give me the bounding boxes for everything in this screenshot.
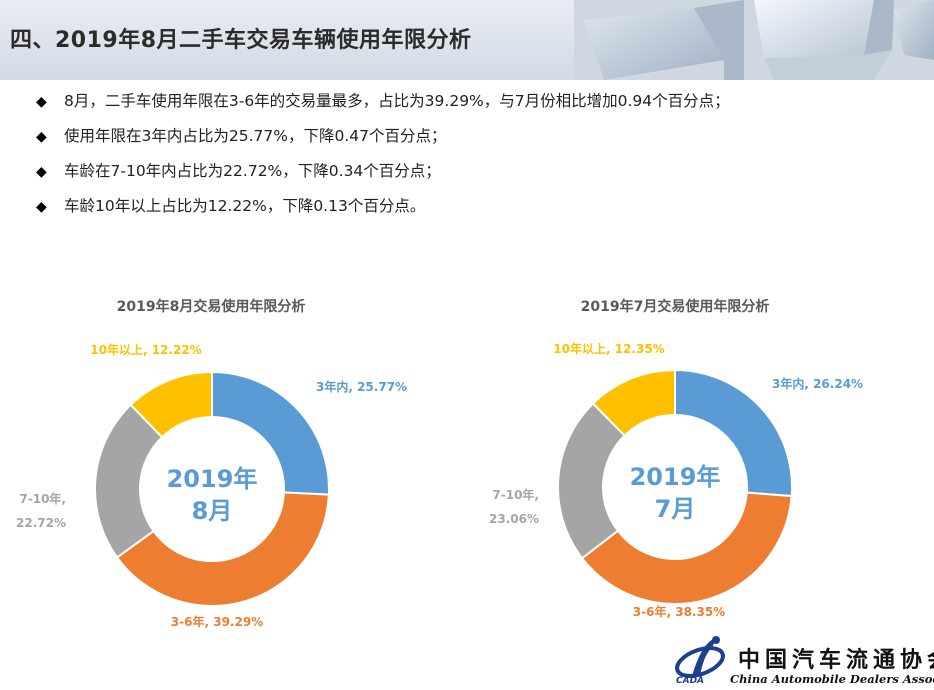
page-title: 四、2019年8月二手车交易车辆使用年限分析	[10, 28, 472, 53]
cada-logo: CADA 中国汽车流通协会 China Automobile Dealers A…	[672, 628, 934, 690]
slice-over-10-years	[591, 368, 676, 438]
chart-title-august: 2019年8月交易使用年限分析	[116, 299, 306, 315]
label-within-3-years: 3年内, 26.24%	[772, 376, 863, 391]
diamond-bullet-icon: ◆	[36, 129, 47, 145]
label-3-6-years: 3-6年, 38.35%	[633, 604, 725, 619]
slice-3-6-years	[115, 491, 330, 607]
label-7-10-years: 7-10年,	[492, 487, 539, 502]
label-7-10-years-value: 22.72%	[16, 516, 66, 530]
label-within-3-years: 3年内, 25.77%	[316, 379, 407, 394]
bullet-text: 车龄10年以上占比为12.22%，下降0.13个百分点。	[64, 197, 426, 215]
diamond-bullet-icon: ◆	[36, 199, 47, 215]
label-7-10-years: 7-10年,	[19, 491, 66, 506]
slice-within-3-years	[211, 370, 330, 496]
label-over-10-years: 10年以上, 12.35%	[553, 341, 664, 356]
diamond-bullet-icon: ◆	[36, 164, 47, 180]
header-banner: 四、2019年8月二手车交易车辆使用年限分析	[0, 0, 934, 80]
chart-title-july: 2019年7月交易使用年限分析	[580, 299, 770, 315]
center-year-label: 2019年	[167, 465, 258, 493]
bullet-item: ◆ 车龄10年以上占比为12.22%，下降0.13个百分点。	[36, 191, 730, 226]
logo-english-name: China Automobile Dealers Association	[730, 672, 934, 686]
diamond-bullet-icon: ◆	[36, 94, 47, 110]
bullet-item: ◆ 8月，二手车使用年限在3-6年的交易量最多，占比为39.29%，与7月份相比增…	[36, 86, 730, 121]
bullet-text: 使用年限在3年内占比为25.77%，下降0.47个百分点；	[64, 127, 447, 145]
bullet-text: 车龄在7-10年内占比为22.72%，下降0.34个百分点；	[64, 162, 441, 180]
logo-abbreviation: CADA	[676, 676, 705, 686]
center-month-label: 7月	[655, 495, 696, 523]
bullet-item: ◆ 使用年限在3年内占比为25.77%，下降0.47个百分点；	[36, 121, 730, 156]
bullet-list: ◆ 8月，二手车使用年限在3-6年的交易量最多，占比为39.29%，与7月份相比增…	[36, 86, 730, 226]
slice-within-3-years	[674, 368, 793, 498]
label-7-10-years-value: 23.06%	[489, 512, 539, 526]
decorative-cubes	[574, 0, 934, 80]
slice-over-10-years	[129, 370, 213, 439]
bullet-text: 8月，二手车使用年限在3-6年的交易量最多，占比为39.29%，与7月份相比增加…	[64, 92, 730, 110]
bullet-item: ◆ 车龄在7-10年内占比为22.72%，下降0.34个百分点；	[36, 156, 730, 191]
label-over-10-years: 10年以上, 12.22%	[90, 342, 201, 357]
label-3-6-years: 3-6年, 39.29%	[171, 614, 263, 629]
center-month-label: 8月	[192, 497, 233, 525]
logo-chinese-name: 中国汽车流通协会	[738, 647, 934, 673]
slice-3-6-years	[580, 491, 793, 605]
center-year-label: 2019年	[630, 463, 721, 491]
cada-emblem-icon	[675, 636, 725, 678]
